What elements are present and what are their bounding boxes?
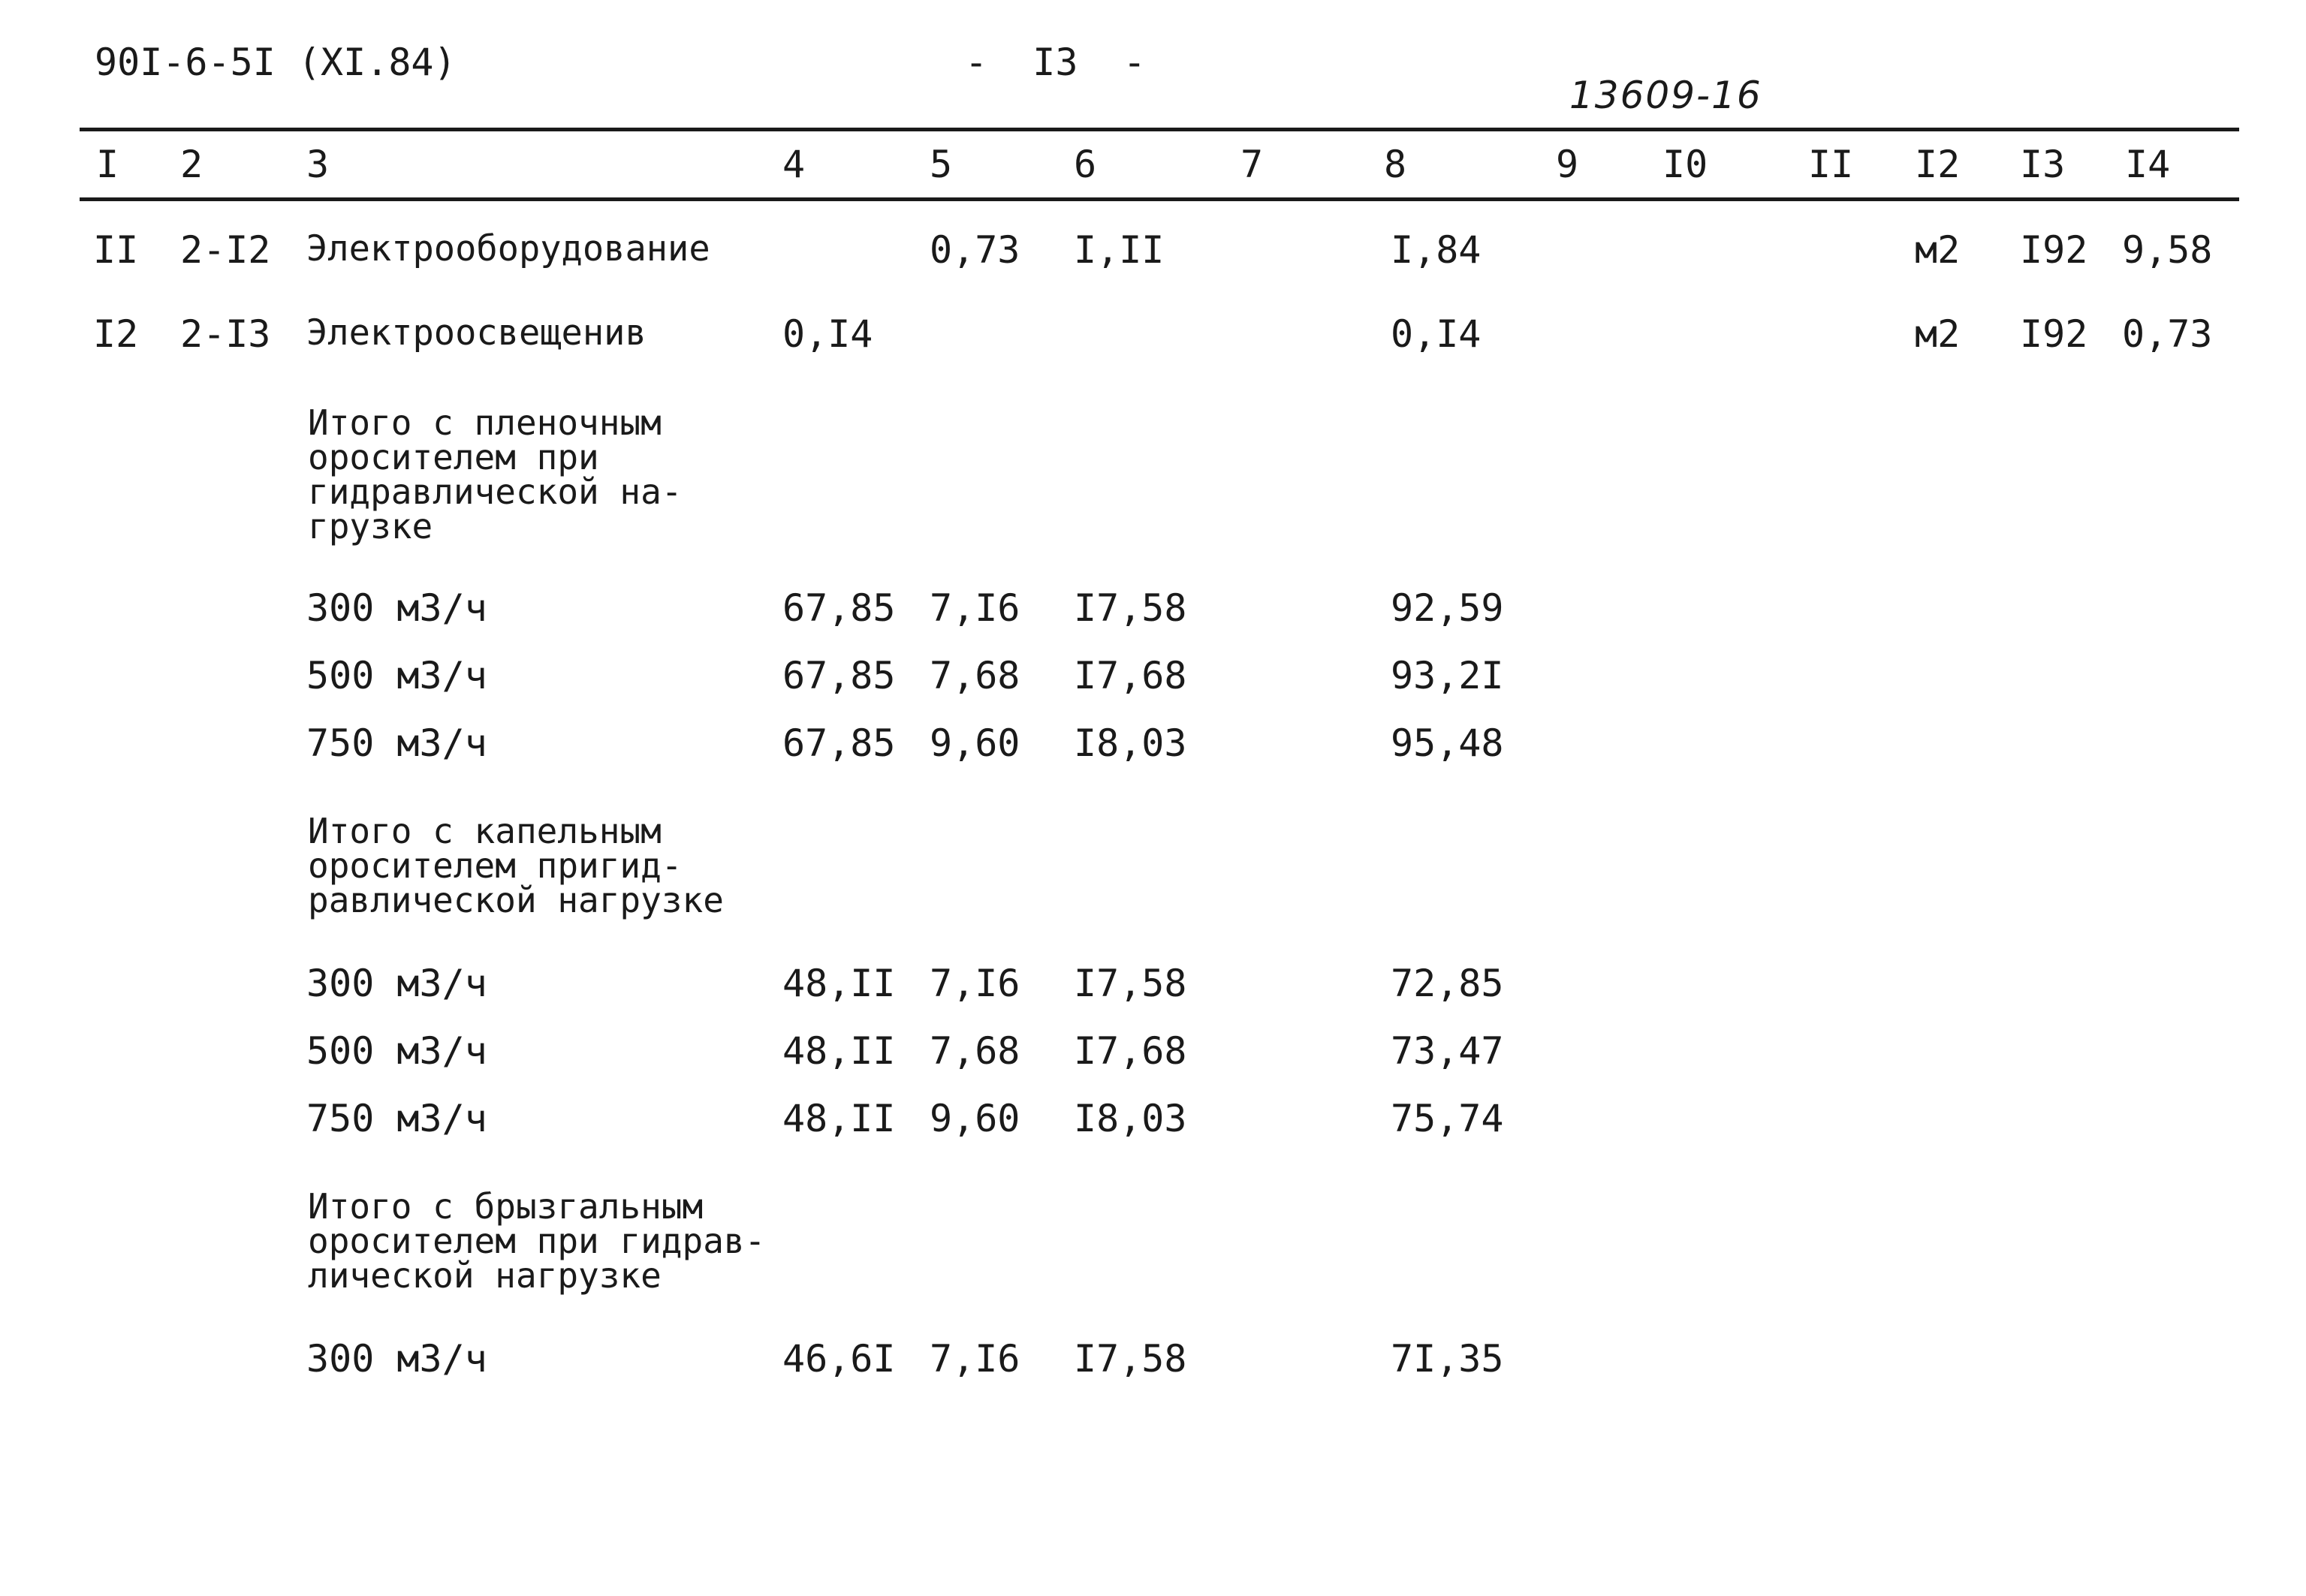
cell-col6: I7,58 bbox=[1074, 586, 1187, 630]
cell-col14: 0,73 bbox=[2122, 312, 2213, 356]
group-title: Итого с пленочным оросителем при гидравл… bbox=[308, 402, 683, 547]
cell-col6: I7,68 bbox=[1074, 1029, 1187, 1073]
column-header: 9 bbox=[1556, 143, 1579, 186]
row-name: Электроосвещенив bbox=[306, 312, 647, 354]
column-header: 7 bbox=[1240, 143, 1264, 186]
cell-col8: 72,85 bbox=[1391, 962, 1504, 1005]
row-code: 2-I2 bbox=[180, 228, 271, 272]
load-label: 300 м3/ч bbox=[306, 962, 487, 1005]
cell-col8: 0,I4 bbox=[1391, 312, 1482, 356]
cell-col5: 7,I6 bbox=[930, 962, 1020, 1005]
cell-col8: 92,59 bbox=[1391, 586, 1504, 630]
cell-col6: I8,03 bbox=[1074, 721, 1187, 765]
cell-col4: 48,II bbox=[782, 1097, 896, 1140]
load-label: 500 м3/ч bbox=[306, 1029, 487, 1073]
cell-col13: I92 bbox=[2020, 228, 2088, 272]
cell-col4: 46,6I bbox=[782, 1337, 896, 1381]
cell-unit: м2 bbox=[1915, 312, 1961, 356]
column-header: II bbox=[1808, 143, 1854, 186]
cell-unit: м2 bbox=[1915, 228, 1961, 272]
handwritten-number: 13609-16 bbox=[1569, 74, 1762, 117]
row-code: 2-I3 bbox=[180, 312, 271, 356]
column-header: I3 bbox=[2020, 143, 2066, 186]
cell-col4: 67,85 bbox=[782, 721, 896, 765]
cell-col5: 7,68 bbox=[930, 1029, 1020, 1073]
cell-col8: 95,48 bbox=[1391, 721, 1504, 765]
column-header: 5 bbox=[930, 143, 953, 186]
cell-col5: 7,I6 bbox=[930, 1337, 1020, 1381]
row-number: I2 bbox=[93, 312, 139, 356]
column-header: 8 bbox=[1384, 143, 1407, 186]
page-number: - I3 - bbox=[965, 41, 1146, 84]
cell-col4: 67,85 bbox=[782, 654, 896, 697]
row-name: Электрооборудование bbox=[306, 228, 710, 270]
column-header: I bbox=[96, 143, 119, 186]
cell-col6: I7,68 bbox=[1074, 654, 1187, 697]
cell-col8: 73,47 bbox=[1391, 1029, 1504, 1073]
cell-col5: 7,I6 bbox=[930, 586, 1020, 630]
table-top-rule bbox=[80, 128, 2239, 131]
cell-col6: I7,58 bbox=[1074, 962, 1187, 1005]
load-label: 300 м3/ч bbox=[306, 586, 487, 630]
group-title: Итого с капельным оросителем пригид- рав… bbox=[308, 811, 724, 920]
column-header: I0 bbox=[1662, 143, 1708, 186]
cell-col5: 0,73 bbox=[930, 228, 1020, 272]
column-header: I2 bbox=[1915, 143, 1961, 186]
cell-col8: 93,2I bbox=[1391, 654, 1504, 697]
column-header: 6 bbox=[1074, 143, 1097, 186]
cell-col8: 75,74 bbox=[1391, 1097, 1504, 1140]
cell-col6: I7,58 bbox=[1074, 1337, 1187, 1381]
load-label: 750 м3/ч bbox=[306, 721, 487, 765]
load-label: 300 м3/ч bbox=[306, 1337, 487, 1381]
column-header: 3 bbox=[306, 143, 330, 186]
load-label: 750 м3/ч bbox=[306, 1097, 487, 1140]
cell-col6: I,II bbox=[1074, 228, 1165, 272]
column-header: 4 bbox=[782, 143, 806, 186]
cell-col5: 9,60 bbox=[930, 721, 1020, 765]
document-code: 90I-6-5I (XI.84) bbox=[95, 41, 457, 84]
cell-col5: 9,60 bbox=[930, 1097, 1020, 1140]
cell-col8: I,84 bbox=[1391, 228, 1482, 272]
cell-col6: I8,03 bbox=[1074, 1097, 1187, 1140]
cell-col5: 7,68 bbox=[930, 654, 1020, 697]
cell-col8: 7I,35 bbox=[1391, 1337, 1504, 1381]
column-header: I4 bbox=[2125, 143, 2171, 186]
cell-col4: 0,I4 bbox=[782, 312, 873, 356]
cell-col4: 48,II bbox=[782, 962, 896, 1005]
group-title: Итого с брызгальным оросителем при гидра… bbox=[308, 1186, 766, 1296]
cell-col4: 67,85 bbox=[782, 586, 896, 630]
cell-col4: 48,II bbox=[782, 1029, 896, 1073]
load-label: 500 м3/ч bbox=[306, 654, 487, 697]
cell-col13: I92 bbox=[2020, 312, 2088, 356]
header-bottom-rule bbox=[80, 197, 2239, 201]
column-header: 2 bbox=[180, 143, 203, 186]
row-number: II bbox=[93, 228, 139, 272]
cell-col14: 9,58 bbox=[2122, 228, 2213, 272]
